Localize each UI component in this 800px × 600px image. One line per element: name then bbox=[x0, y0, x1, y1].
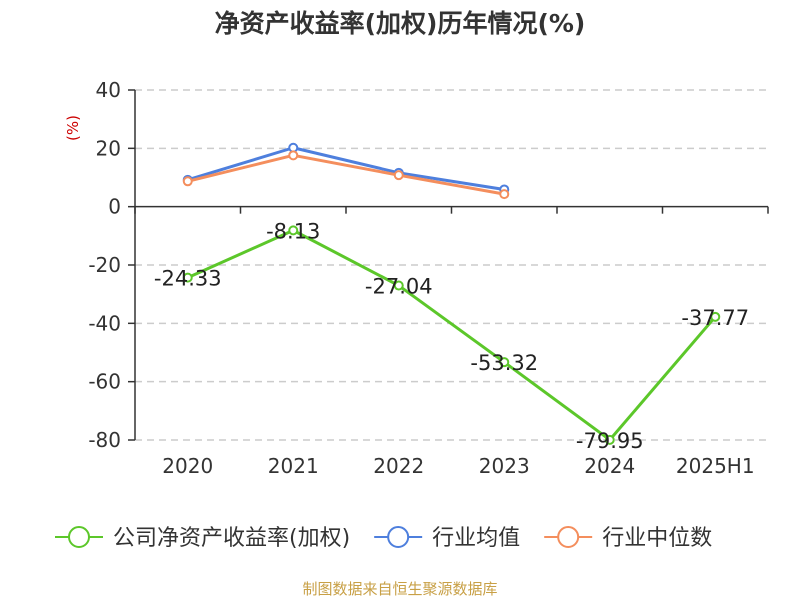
x-tick-label: 2020 bbox=[162, 454, 213, 478]
series-line bbox=[187, 146, 505, 191]
y-tick-label: 0 bbox=[108, 195, 121, 219]
data-point bbox=[182, 272, 193, 283]
legend-marker bbox=[387, 526, 410, 548]
axes: 40 20 0 -20 -40 -60 -80 2020 2021 2022 2023 2024 202… bbox=[64, 78, 769, 478]
y-tick-label: -20 bbox=[88, 253, 121, 277]
chart-title: 净资产收益率(加权)历年情况(%) bbox=[214, 9, 586, 38]
data-label: -37.77 bbox=[681, 306, 749, 330]
grid-lines bbox=[135, 89, 768, 441]
data-label: -8.13 bbox=[266, 219, 320, 243]
y-axis-label: (%) bbox=[64, 115, 82, 141]
legend-marker bbox=[68, 526, 90, 548]
data-point bbox=[604, 434, 615, 445]
data-point bbox=[499, 189, 510, 200]
data-point bbox=[499, 357, 510, 368]
series-line bbox=[187, 153, 505, 196]
data-point bbox=[393, 280, 404, 291]
data-point bbox=[288, 225, 299, 236]
x-tick-label: 2021 bbox=[268, 454, 319, 478]
data-label: -53.32 bbox=[470, 351, 538, 375]
data-source-note: 制图数据来自恒生聚源数据库 bbox=[302, 580, 498, 598]
y-tick-label: 40 bbox=[96, 78, 121, 102]
legend-label: 行业中位数 bbox=[602, 526, 712, 551]
series-lines bbox=[182, 142, 721, 445]
y-tick-label: -80 bbox=[88, 428, 121, 452]
legend-label: 公司净资产收益率(加权) bbox=[113, 526, 350, 551]
y-tick-label: 20 bbox=[96, 136, 121, 160]
x-tick-label: 2023 bbox=[479, 454, 530, 478]
data-point bbox=[288, 150, 299, 161]
y-tick-label: -40 bbox=[88, 311, 121, 335]
legend: 公司净资产收益率(加权) 行业均值 行业中位数 bbox=[55, 526, 712, 551]
x-tick-label: 2024 bbox=[584, 454, 635, 478]
data-label: -27.04 bbox=[365, 275, 433, 299]
series-line bbox=[187, 228, 717, 442]
legend-label: 行业均值 bbox=[432, 526, 520, 551]
x-tick-label: 2025H1 bbox=[676, 454, 755, 478]
data-labels: -24.33 -8.13 -27.04 -53.32 -79.95 -37.77 bbox=[154, 219, 749, 452]
data-point bbox=[710, 311, 721, 322]
y-tick-label: -60 bbox=[88, 370, 121, 394]
legend-marker bbox=[557, 526, 580, 548]
data-point bbox=[182, 176, 193, 187]
x-tick-label: 2022 bbox=[373, 454, 424, 478]
data-label: -79.95 bbox=[576, 429, 644, 453]
data-label: -24.33 bbox=[154, 267, 222, 291]
data-point bbox=[393, 170, 404, 181]
